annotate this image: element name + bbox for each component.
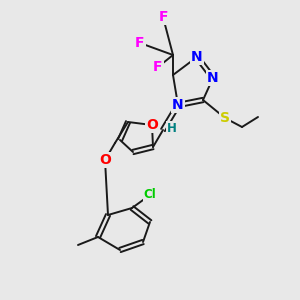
Text: N: N bbox=[191, 50, 203, 64]
Text: H: H bbox=[167, 122, 177, 134]
Text: O: O bbox=[99, 153, 111, 167]
Text: S: S bbox=[220, 111, 230, 125]
Text: F: F bbox=[158, 10, 168, 24]
Text: Cl: Cl bbox=[144, 188, 156, 202]
Text: O: O bbox=[146, 118, 158, 132]
Text: F: F bbox=[153, 60, 163, 74]
Text: N: N bbox=[207, 71, 219, 85]
Text: F: F bbox=[135, 36, 145, 50]
Text: N: N bbox=[172, 98, 184, 112]
